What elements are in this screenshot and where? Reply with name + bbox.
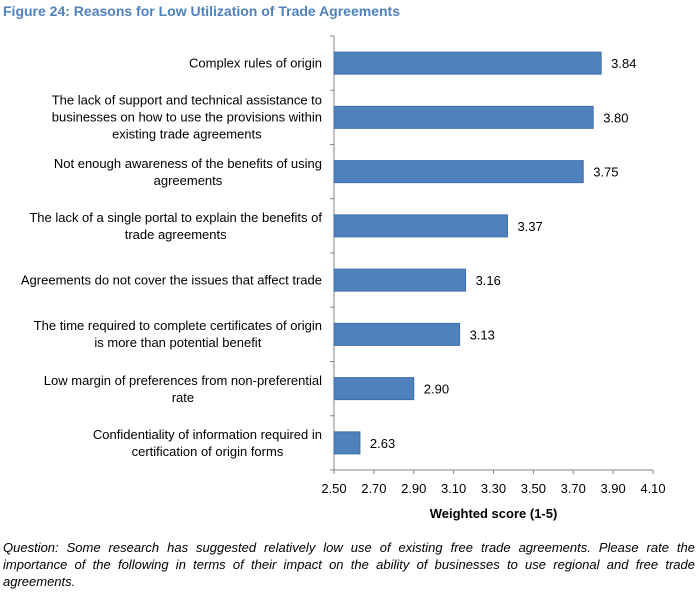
- category-label-line: Confidentiality of information required …: [92, 426, 322, 442]
- category-label-line: existing trade agreements: [112, 126, 262, 142]
- x-tick-label: 3.10: [441, 481, 466, 496]
- bar: [333, 377, 415, 401]
- x-tick-label: 2.70: [361, 481, 386, 496]
- category-label-line: trade agreements: [124, 226, 227, 242]
- bar: [333, 214, 508, 238]
- category-label: Confidentiality of information required …: [93, 426, 322, 460]
- data-label: 3.13: [470, 327, 495, 342]
- x-axis-label: Weighted score (1-5): [430, 506, 558, 521]
- category-label: The lack of a single portal to explain t…: [29, 209, 322, 243]
- chart-title: Figure 24: Reasons for Low Utilization o…: [3, 3, 400, 19]
- data-label: 2.63: [370, 436, 395, 451]
- category-label: Low margin of preferences from non-prefe…: [44, 372, 322, 406]
- category-label-line: Not enough awareness of the benefits of …: [53, 155, 322, 171]
- category-label-line: certification of origin forms: [131, 443, 284, 459]
- x-tick-label: 2.90: [401, 481, 426, 496]
- category-label-line: The time required to complete certificat…: [33, 318, 322, 334]
- category-label-line: Complex rules of origin: [189, 55, 322, 71]
- category-label-line: The lack of support and technical assist…: [51, 92, 322, 108]
- x-tick-label: 3.70: [561, 481, 586, 496]
- bar: [333, 322, 461, 346]
- category-label: Agreements do not cover the issues that …: [21, 272, 322, 289]
- category-label-line: The lack of a single portal to explain t…: [29, 209, 322, 225]
- category-label-line: is more than potential benefit: [94, 335, 262, 351]
- bar: [333, 268, 467, 292]
- data-label: 2.90: [424, 382, 449, 397]
- x-tick-label: 3.30: [481, 481, 506, 496]
- category-label-line: businesses on how to use the provisions …: [51, 109, 322, 125]
- category-label-line: rate: [171, 389, 195, 405]
- data-label: 3.75: [593, 165, 618, 180]
- x-tick-label: 4.10: [640, 481, 665, 496]
- data-label: 3.16: [476, 273, 501, 288]
- category-label: Complex rules of origin: [189, 55, 322, 72]
- bar: [333, 160, 584, 184]
- x-tick-label: 3.50: [521, 481, 546, 496]
- data-label: 3.80: [603, 110, 628, 125]
- data-label: 3.37: [517, 219, 542, 234]
- footnote: Question: Some research has suggested re…: [3, 540, 695, 589]
- x-tick-label: 2.50: [321, 481, 346, 496]
- data-label: 3.84: [611, 56, 636, 71]
- category-label-line: agreements: [153, 172, 223, 188]
- bar: [333, 51, 602, 75]
- x-tick-label: 3.90: [600, 481, 625, 496]
- category-label: The time required to complete certificat…: [34, 317, 322, 351]
- category-label: The lack of support and technical assist…: [52, 92, 322, 143]
- category-label: Not enough awareness of the benefits of …: [54, 155, 322, 189]
- category-label-line: Agreements do not cover the issues that …: [20, 272, 322, 288]
- bar: [333, 431, 361, 455]
- bar: [333, 105, 594, 129]
- category-label-line: Low margin of preferences from non-prefe…: [43, 372, 322, 388]
